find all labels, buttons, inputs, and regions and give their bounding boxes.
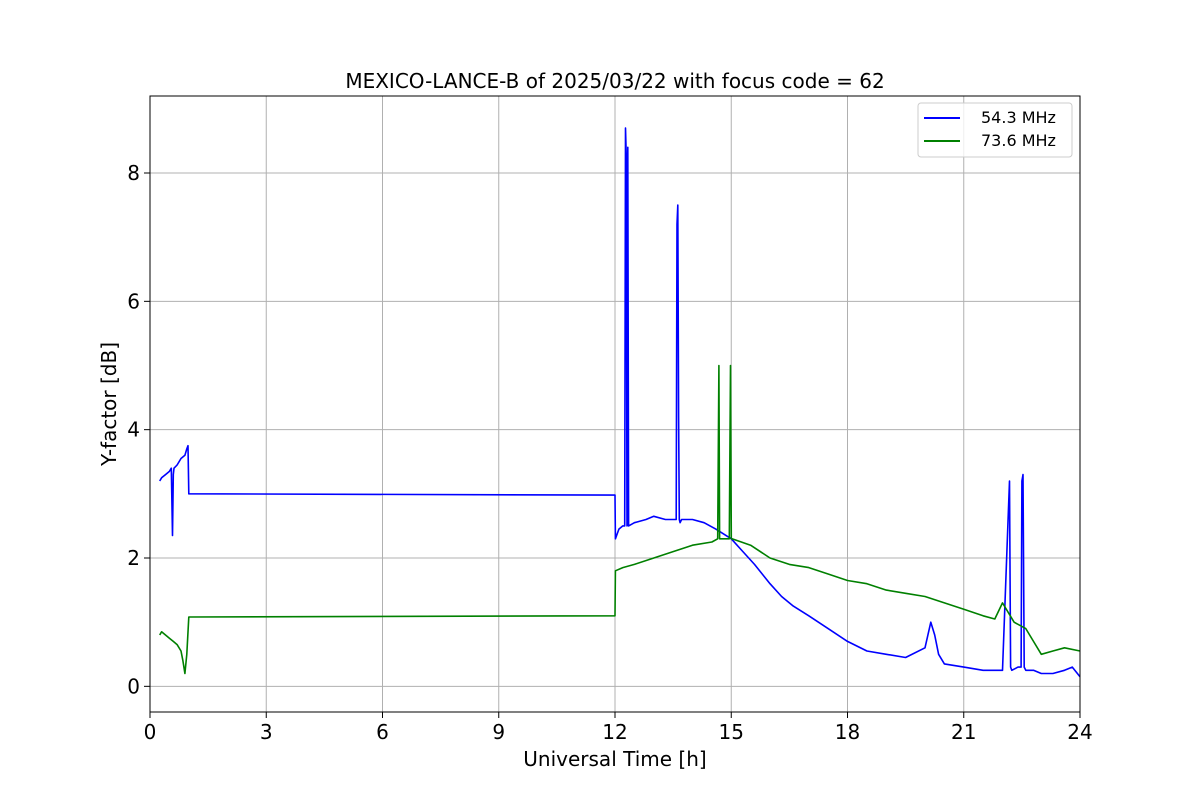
grid-lines [149,96,1081,712]
x-axis-label: Universal Time [h] [523,747,706,771]
x-tick-label: 0 [144,720,157,744]
x-tick-label: 18 [835,720,860,744]
legend-label-1: 73.6 MHz [981,131,1056,150]
y-tick-label: 6 [127,289,140,313]
y-tick-label: 0 [127,674,140,698]
legend: 54.3 MHz 73.6 MHz [917,102,1073,158]
x-tick-label: 12 [602,720,627,744]
series-line-0 [159,127,1081,678]
x-tick-label: 21 [951,720,976,744]
y-axis-label: Y-factor [dB] [97,342,121,467]
x-tick-label: 15 [719,720,744,744]
legend-label-0: 54.3 MHz [981,108,1056,127]
series-lines [159,127,1081,678]
chart-title: MEXICO-LANCE-B of 2025/03/22 with focus … [345,69,884,93]
y-tick-label: 8 [127,161,140,185]
legend-box [917,102,1073,158]
x-tick-label: 9 [492,720,505,744]
x-tick-label: 3 [260,720,273,744]
x-tick-label: 24 [1067,720,1092,744]
y-tick-label: 4 [127,418,140,442]
y-tick-label: 2 [127,546,140,570]
series-line-1 [159,364,1081,675]
x-tick-label: 6 [376,720,389,744]
